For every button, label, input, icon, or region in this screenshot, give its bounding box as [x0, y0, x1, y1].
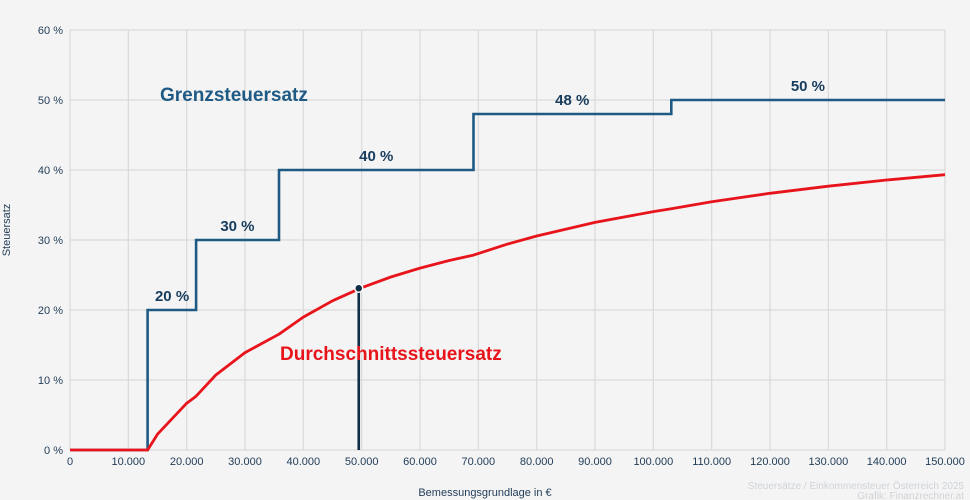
x-tick-label: 30.000: [228, 456, 262, 468]
x-tick-label: 50.000: [345, 456, 379, 468]
x-tick-label: 130.000: [808, 456, 848, 468]
x-tick-label: 110.000: [692, 456, 731, 468]
y-tick-label: 30 %: [38, 235, 63, 247]
y-tick-label: 50 %: [38, 95, 63, 107]
series-lines: [70, 98, 946, 452]
x-tick-label: 70.000: [462, 456, 496, 468]
x-axis-ticks: 0 10.000 20.000 30.000 40.000 50.000 60.000 70.…: [67, 456, 965, 468]
y-tick-label: 60 %: [38, 25, 63, 37]
grid-lines: [69, 29, 946, 451]
step-rate-label: 40 %: [359, 148, 393, 165]
x-tick-label: 100.000: [633, 456, 673, 468]
x-tick-label: 40.000: [287, 456, 321, 468]
marker-point[interactable]: [354, 283, 364, 294]
y-tick-label: 20 %: [38, 305, 63, 317]
grenzsteuersatz-line: [70, 98, 945, 452]
x-tick-label: 150.000: [925, 456, 965, 468]
grenzsteuersatz-label: Grenzsteuersatz: [160, 85, 308, 106]
durchschnittssteuersatz-label: Durchschnittssteuersatz: [280, 344, 502, 365]
y-tick-label: 10 %: [38, 375, 63, 387]
step-rate-label: 48 %: [555, 92, 589, 109]
durchschnittssteuersatz-line: [70, 173, 946, 452]
x-tick-label: 90.000: [578, 456, 612, 468]
credit-line-1: Steuersätze / Einkommensteuer Österreich…: [748, 480, 965, 492]
y-axis-title: Steuersatz: [1, 204, 13, 257]
step-labels: 20 % 30 % 40 % 48 % 50 %: [155, 78, 825, 305]
y-tick-label: 0 %: [44, 445, 63, 457]
step-rate-label: 30 %: [220, 218, 254, 235]
x-tick-label: 0: [67, 456, 73, 468]
y-axis-ticks: 0 % 10 % 20 % 30 % 40 % 50 % 60 %: [38, 25, 63, 457]
x-tick-label: 20.000: [170, 456, 204, 468]
y-tick-label: 40 %: [38, 165, 63, 177]
x-tick-label: 60.000: [403, 456, 437, 468]
x-axis-title: Bemessungsgrundlage in €: [418, 487, 551, 499]
step-rate-label: 20 %: [155, 288, 189, 305]
step-rate-label: 50 %: [791, 78, 825, 95]
x-tick-label: 140.000: [867, 456, 907, 468]
x-tick-label: 10.000: [112, 456, 146, 468]
x-tick-label: 80.000: [520, 456, 554, 468]
credit-line-2: Grafik: Finanzrechner.at: [857, 491, 964, 500]
x-tick-label: 120.000: [750, 456, 790, 468]
